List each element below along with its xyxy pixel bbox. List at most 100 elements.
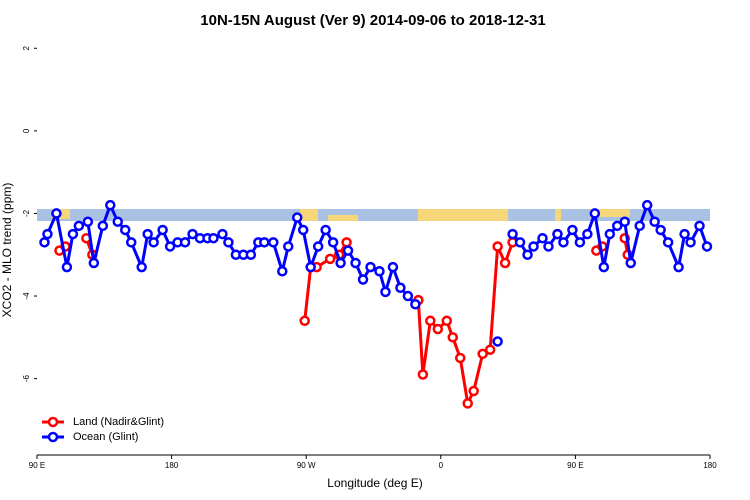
data-point [187,228,198,240]
data-point [350,257,361,269]
x-tick-label: 180 [165,461,179,470]
data-point [625,257,636,269]
data-point [268,237,279,248]
data-point [634,220,645,232]
data-point [223,237,234,248]
x-tick-label: 90 W [297,461,316,470]
data-point [641,199,653,211]
data-point [245,249,257,260]
data-point [365,261,376,273]
data-point [164,241,176,252]
chart-title: 10N-15N August (Ver 9) 2014-09-06 to 201… [200,12,545,29]
data-point [514,237,526,248]
data-point [447,332,459,343]
data-point [125,237,137,248]
data-point [324,253,336,265]
data-point [357,274,369,285]
data-point [259,237,270,248]
data-point [468,385,479,397]
data-point [537,232,548,244]
data-point [380,286,391,298]
y-tick-label: -4 [22,292,31,300]
data-point [484,344,496,355]
y-tick-label: 2 [22,45,31,50]
data-point [492,336,503,347]
data-point [105,199,116,211]
data-point [299,315,310,327]
y-tick-label: -6 [22,375,31,383]
data-point [320,224,331,236]
data-point [410,299,421,310]
data-point [567,224,578,236]
legend-marker [47,431,59,443]
x-tick-label: 90 E [29,461,45,470]
data-point [97,220,109,232]
data-point [327,237,339,248]
data-point [701,241,713,252]
x-tick-label: 0 [439,461,444,470]
data-point [42,228,53,240]
data-point [454,352,466,364]
data-point [342,245,354,256]
data-point [522,249,533,260]
data-point [335,257,346,269]
data-point [374,265,385,277]
x-tick-label: 90 E [567,461,583,470]
data-point [582,228,593,240]
y-axis-label: XCO2 - MLO trend (ppm) [0,183,14,318]
data-point [649,216,660,227]
data-point [341,237,352,248]
data-point [499,257,511,269]
data-point [39,237,50,248]
data-point [694,220,705,232]
data-point [291,212,303,223]
data-point [417,369,429,380]
data-point [67,228,79,240]
data-point [297,224,309,236]
data-point [217,228,228,240]
data-point [402,290,414,302]
data-point [552,228,563,240]
data-point [73,220,85,232]
legend-marker [47,416,59,428]
data-point [612,220,623,232]
data-point [277,265,288,277]
data-point [673,261,684,273]
data-point [655,224,666,236]
data-point [305,261,316,273]
x-axis-label: Longitude (deg E) [327,476,422,490]
data-point [558,237,569,248]
data-point [283,241,294,252]
data-point [619,216,631,227]
data-point [528,241,539,252]
data-point [82,216,94,227]
y-tick-label: 0 [22,128,31,133]
data-point [119,224,131,236]
data-point [208,232,219,244]
data-point [492,241,503,252]
data-point [604,228,616,240]
data-point [136,261,147,273]
data-point [61,261,73,273]
data-point [112,216,124,227]
map-strip [37,209,710,221]
data-point [679,228,690,240]
data-point [477,348,488,360]
data-point [507,228,518,240]
legend-label: Land (Nadir&Glint) [73,416,164,428]
data-point [142,228,153,240]
data-point [574,237,586,248]
data-point [312,241,324,252]
data-point [148,237,159,248]
data-point [441,315,453,327]
data-point [543,241,554,252]
data-point [387,261,399,273]
data-point [598,261,610,273]
legend-label: Ocean (Glint) [73,431,138,443]
data-point [425,315,436,327]
data-point [462,398,473,409]
data-point [589,208,601,219]
data-point [395,282,406,294]
data-point [88,257,100,269]
